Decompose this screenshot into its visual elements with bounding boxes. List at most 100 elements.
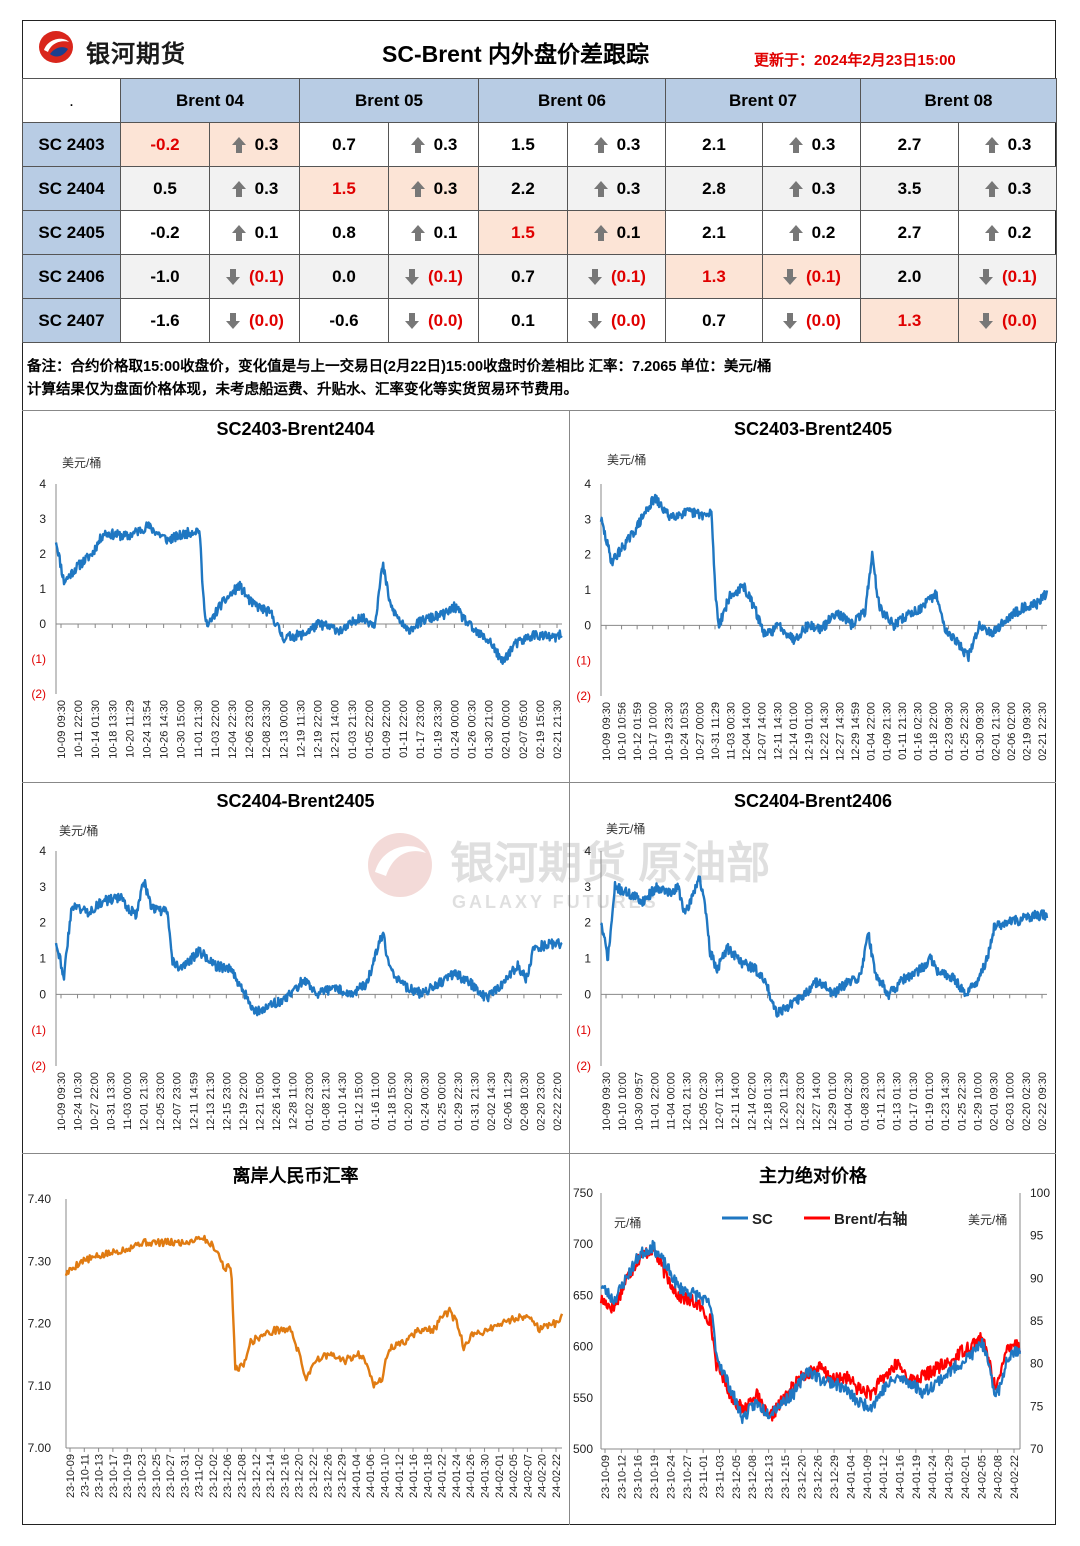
x-tick-label: 01-04 22:00 <box>866 702 878 761</box>
x-tick-label: 12-14 01:00 <box>788 702 800 761</box>
x-tick-label: 02-08 10:30 <box>519 1072 531 1131</box>
arrow-down-icon <box>783 268 798 285</box>
arrow-down-icon <box>979 312 994 329</box>
x-tick-label: 12-14 02:00 <box>746 1072 758 1131</box>
chart-panel-2: SC2403-Brent2405 美元/桶 4 3 2 1 0 (1) (2) 10-09 09… <box>570 411 1056 782</box>
spread-value: -1.6 <box>120 298 210 343</box>
y-tick-label: 0 <box>584 987 591 1001</box>
y-tick-label: (1) <box>31 1023 46 1037</box>
x-tick-label: 02-01 09:30 <box>989 1072 1001 1131</box>
watermark-cn: 银河期货 原油部 <box>450 839 770 888</box>
spread-change: 0.3 <box>762 122 861 167</box>
x-tick-label: 10-20 11:29 <box>124 700 136 758</box>
x-tick-label: 23-12-08 <box>237 1454 249 1498</box>
legend-label-brent: Brent/右轴 <box>834 1210 907 1228</box>
x-tick-label: 10-24 10:53 <box>679 702 691 761</box>
x-tick-label: 12-19 11:30 <box>295 700 307 758</box>
x-tick-label: 01-29 22:30 <box>453 1072 465 1131</box>
divider <box>569 410 570 1525</box>
x-tick-label: 24-02-05 <box>976 1455 988 1499</box>
row-header: SC 2406 <box>22 254 121 299</box>
spread-change-text: (0.1) <box>611 266 646 286</box>
x-tick-label: 11-03 00:30 <box>726 702 738 760</box>
y-axis-label: 美元/桶 <box>607 452 646 467</box>
x-tick-label: 24-01-04 <box>351 1454 363 1498</box>
x-tick-label: 23-10-09 <box>600 1455 612 1499</box>
x-tick-label: 12-06 23:00 <box>244 700 256 759</box>
x-tick-label: 24-02-22 <box>1009 1455 1021 1499</box>
x-tick-label: 10-24 10:30 <box>73 1072 85 1131</box>
spread-value: 1.5 <box>299 166 389 211</box>
report-frame <box>22 20 1056 1525</box>
spread-change: 0.3 <box>958 166 1057 211</box>
x-tick-label: 01-20 02:30 <box>403 1072 415 1131</box>
y-tick-label: 1 <box>584 583 591 597</box>
arrow-up-icon <box>984 136 999 153</box>
x-tick-label: 23-12-06 <box>222 1454 234 1498</box>
x-tick-label: 24-02-01 <box>494 1454 506 1498</box>
x-tick-label: 01-11 21:30 <box>897 702 909 760</box>
chart-title: SC2404-Brent2405 <box>216 791 375 811</box>
y-tick-label: 3 <box>584 512 591 526</box>
x-tick-label: 23-10-17 <box>108 1454 120 1498</box>
x-tick-label: 01-16 11:00 <box>370 1072 382 1130</box>
y-tick-label-right: 80 <box>1030 1357 1044 1371</box>
x-tick-label: 23-10-23 <box>136 1454 148 1498</box>
spread-value-text: 2.1 <box>702 134 726 154</box>
spread-change-text: 0.1 <box>433 222 458 242</box>
arrow-up-icon <box>593 224 608 241</box>
spread-change: 0.3 <box>209 122 300 167</box>
x-tick-label: 23-12-16 <box>279 1454 291 1498</box>
series-line <box>599 493 1049 663</box>
spread-value: -0.2 <box>120 122 210 167</box>
x-tick-label: 12-11 14:00 <box>730 1072 742 1130</box>
x-tick-label: 12-21 14:00 <box>330 700 342 759</box>
y-tick-label-right: 75 <box>1030 1399 1044 1413</box>
table-row: SC 2407 -1.6 (0.0) -0.6 (0.0) 0.1 (0.0) 0.7 (0.0… <box>22 298 1057 343</box>
spread-change-text: 0.3 <box>254 134 279 154</box>
x-tick-label: 23-12-08 <box>747 1455 759 1499</box>
x-tick-label: 02-02 14:30 <box>486 1072 498 1131</box>
x-tick-label: 12-27 14:30 <box>835 702 847 761</box>
chart-panel-5: 离岸人民币汇率 7.40 7.30 7.20 7.10 7.00 23-10-09 23-1… <box>22 1154 569 1525</box>
x-tick-label: 23-10-13 <box>94 1454 106 1498</box>
x-tick-label: 23-10-31 <box>179 1454 191 1498</box>
x-tick-label: 12-18 01:30 <box>762 1072 774 1131</box>
chart-title: 主力绝对价格 <box>759 1166 867 1186</box>
x-tick-label: 23-12-26 <box>322 1454 334 1498</box>
divider <box>22 782 1056 783</box>
x-tick-label: 12-19 22:00 <box>313 700 325 759</box>
x-tick-label: 01-08 21:30 <box>321 1072 333 1131</box>
y-tick-label: 4 <box>584 477 591 491</box>
y-tick-label-right: 85 <box>1030 1314 1044 1328</box>
x-tick-label: 23-12-02 <box>208 1454 220 1498</box>
x-tick-label: 01-17 01:30 <box>908 1072 920 1131</box>
spread-change-text: (0.1) <box>1002 266 1037 286</box>
x-tick-label: 01-18 15:00 <box>387 1072 399 1131</box>
x-tick-label: 24-01-04 <box>845 1455 857 1499</box>
spread-change-text: (0.0) <box>806 310 841 330</box>
spread-change-text: 0.3 <box>1007 178 1032 198</box>
spread-value-text: 0.5 <box>153 178 177 198</box>
arrow-up-icon <box>410 224 425 241</box>
x-tick-label: 01-26 00:30 <box>466 700 478 759</box>
arrow-down-icon <box>979 268 994 285</box>
x-tick-label: 01-03 21:30 <box>347 700 359 759</box>
x-tick-label: 01-19 01:00 <box>924 1072 936 1131</box>
spread-table: . Brent 04 Brent 05 Brent 06 Brent 07 Br… <box>22 78 1057 343</box>
x-tick-label: 01-19 23:30 <box>432 700 444 759</box>
spread-change: 0.1 <box>567 210 666 255</box>
x-tick-label: 12-01 21:30 <box>682 1072 694 1131</box>
y-tick-label: 0 <box>39 617 46 631</box>
x-tick-label: 01-13 01:30 <box>892 1072 904 1131</box>
x-tick-label: 10-27 00:00 <box>694 702 706 761</box>
spread-value-text: 1.5 <box>332 178 356 198</box>
spread-value-text: 0.7 <box>511 266 535 286</box>
column-header: Brent 06 <box>478 78 666 123</box>
x-tick-label: 01-24 00:30 <box>420 1072 432 1131</box>
x-tick-label: 10-30 09:57 <box>633 1072 645 1131</box>
y-tick-label: 7.40 <box>28 1192 52 1206</box>
x-tick-label: 11-01 22:00 <box>649 1072 661 1130</box>
spread-change-text: 0.3 <box>616 178 641 198</box>
table-row: SC 2403 -0.2 0.3 0.7 0.3 1.5 0.3 2.1 0.3 2.7 0.3 <box>22 122 1057 167</box>
